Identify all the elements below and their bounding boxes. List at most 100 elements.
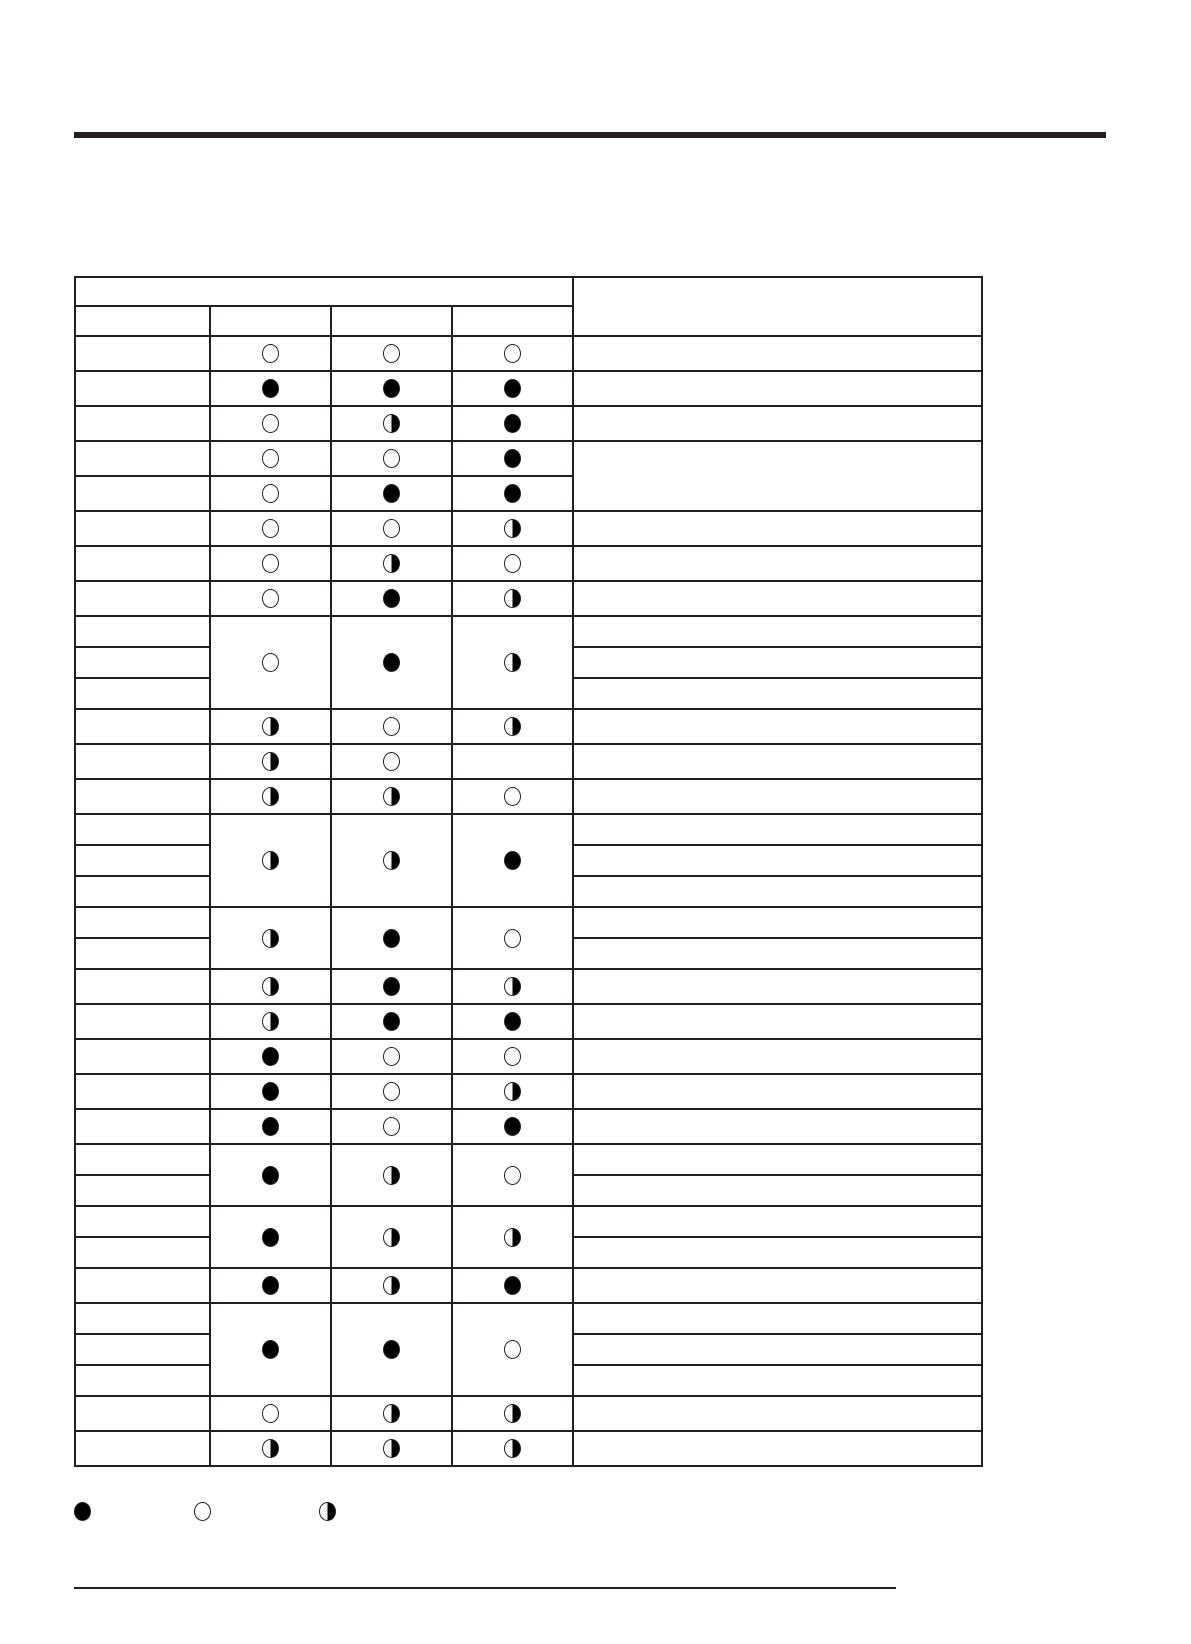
open-circle-icon <box>504 1165 521 1185</box>
mark-cell <box>451 1430 574 1467</box>
open-circle-icon <box>504 928 521 948</box>
mark-cell <box>330 615 453 710</box>
notes-cell <box>572 545 983 582</box>
notes-cell <box>572 1430 983 1467</box>
mark-cell <box>209 1038 332 1075</box>
notes-cell <box>572 813 983 846</box>
table-row <box>74 440 983 512</box>
row-label-cell <box>74 677 211 710</box>
notes-cell <box>572 1073 983 1110</box>
mark-cell <box>330 1302 453 1397</box>
mark-cell <box>209 906 332 970</box>
open-circle-icon <box>262 449 279 468</box>
mark-cell <box>330 708 453 745</box>
table-row <box>74 475 982 512</box>
row-label-cell <box>74 1430 211 1467</box>
notes-cell <box>572 875 983 908</box>
table-row <box>74 743 983 780</box>
header-row <box>74 276 983 337</box>
mark-cell <box>330 1267 453 1304</box>
mark-cell <box>330 1430 453 1467</box>
notes-cell <box>572 937 983 970</box>
open-circle-icon <box>383 1047 400 1066</box>
half-circle-icon <box>262 928 279 948</box>
table-row <box>74 968 983 1005</box>
table-row <box>74 370 983 407</box>
half-circle-icon <box>262 977 279 996</box>
row-label-cell <box>74 813 211 846</box>
mark-cell <box>330 1003 453 1040</box>
notes-cell <box>572 510 983 547</box>
row-label-cell <box>74 370 211 407</box>
filled-circle-icon <box>383 589 400 608</box>
notes-cell <box>572 1174 983 1207</box>
open-circle-icon <box>262 484 279 503</box>
open-circle-icon <box>504 1340 521 1359</box>
row-label-cell <box>74 1038 211 1075</box>
open-circle-icon <box>383 1117 400 1136</box>
open-circle-icon <box>383 717 400 736</box>
row-label-cell <box>74 968 211 1005</box>
half-circle-icon <box>504 977 521 996</box>
mark-cell <box>209 1302 332 1397</box>
open-circle-icon <box>262 1404 279 1423</box>
half-circle-icon <box>504 1404 521 1423</box>
mark-cell <box>330 968 453 1005</box>
half-circle-icon <box>383 1276 400 1295</box>
half-circle-icon <box>262 787 279 806</box>
mark-cell <box>209 1003 332 1040</box>
table-row <box>74 405 983 442</box>
table-row <box>74 1143 983 1207</box>
row-label-cell <box>74 580 211 617</box>
table-row <box>74 1236 983 1269</box>
mark-cell <box>451 778 574 815</box>
notes-cell <box>572 1236 983 1269</box>
mark-cell <box>451 1302 574 1397</box>
half-circle-icon <box>262 851 279 870</box>
notes-cell <box>572 708 983 745</box>
notes-cell <box>572 440 983 512</box>
open-circle-icon <box>262 653 279 672</box>
filled-circle-icon <box>262 1165 279 1185</box>
mark-cell <box>330 1073 453 1110</box>
notes-cell <box>572 370 983 407</box>
mark-cell <box>209 545 332 582</box>
mark-cell <box>330 545 453 582</box>
header-cell <box>74 305 211 337</box>
table-row <box>74 646 983 679</box>
table-row <box>74 677 983 710</box>
half-circle-icon <box>383 787 400 806</box>
mark-cell <box>209 813 332 908</box>
mark-cell <box>330 1143 453 1207</box>
open-circle-icon <box>262 519 279 538</box>
filled-circle-icon <box>262 1117 279 1136</box>
half-circle-icon <box>262 1012 279 1031</box>
notes-cell <box>572 1333 983 1366</box>
filled-circle-icon <box>262 379 279 398</box>
table-row <box>74 1038 983 1075</box>
table-row <box>74 1395 983 1432</box>
mark-cell <box>209 440 332 477</box>
open-circle-icon <box>262 344 279 363</box>
half-circle-icon <box>262 717 279 736</box>
mark-cell <box>451 1143 574 1207</box>
table-row <box>74 1003 983 1040</box>
mark-cell <box>330 778 453 815</box>
mark-cell <box>209 1108 332 1145</box>
filled-circle-icon <box>504 449 521 468</box>
mark-cell <box>451 906 574 970</box>
table-row <box>74 335 983 372</box>
row-label-cell <box>74 1395 211 1432</box>
filled-circle-icon <box>262 1047 279 1066</box>
legend-filled-circle-icon <box>74 1502 91 1521</box>
mark-cell <box>451 1003 574 1040</box>
row-label-cell <box>74 646 211 679</box>
notes-cell <box>572 743 983 780</box>
table-row <box>74 778 983 815</box>
mark-cell <box>451 1267 574 1304</box>
notes-cell <box>572 405 983 442</box>
mark-cell <box>451 510 574 547</box>
header-cell <box>451 305 574 337</box>
mark-cell <box>209 475 332 512</box>
filled-circle-icon <box>383 1340 400 1359</box>
